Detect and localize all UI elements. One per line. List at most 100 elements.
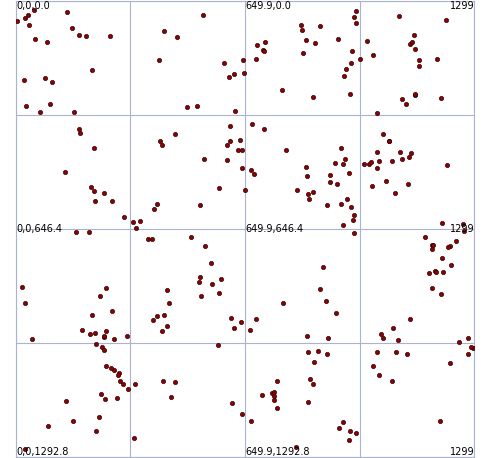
Point (453, 237, 461, 244)
Point (68, 24, 76, 31)
Point (41, 75, 49, 82)
Point (405, 153, 413, 160)
Point (350, 211, 358, 218)
Point (124, 385, 132, 393)
Text: 649.9,1292.8: 649.9,1292.8 (245, 447, 310, 457)
Point (373, 348, 381, 355)
Point (238, 410, 245, 417)
Point (247, 167, 255, 174)
Point (123, 333, 131, 340)
Point (279, 299, 287, 306)
Point (73, 228, 80, 235)
Point (252, 56, 260, 63)
Point (302, 37, 310, 44)
Point (318, 263, 326, 271)
Point (439, 269, 446, 276)
Point (369, 363, 377, 370)
Point (61, 169, 69, 176)
Point (36, 108, 44, 115)
Point (215, 341, 222, 348)
Point (410, 32, 417, 39)
Point (403, 350, 411, 357)
Point (347, 60, 355, 67)
Point (110, 367, 118, 374)
Point (352, 19, 360, 27)
Point (363, 37, 371, 44)
Point (421, 234, 429, 241)
Point (306, 375, 314, 382)
Point (305, 195, 313, 202)
Point (71, 109, 78, 116)
Point (228, 399, 236, 406)
Point (349, 230, 357, 237)
Point (411, 90, 419, 98)
Point (25, 21, 33, 28)
Point (345, 427, 353, 435)
Point (183, 104, 191, 111)
Point (464, 350, 471, 358)
Point (299, 49, 307, 57)
Point (246, 326, 254, 333)
Point (431, 267, 439, 274)
Point (293, 444, 300, 451)
Point (347, 203, 355, 210)
Point (404, 180, 412, 188)
Point (200, 156, 208, 163)
Point (106, 32, 114, 39)
Point (429, 241, 437, 249)
Point (160, 27, 168, 35)
Point (20, 76, 27, 83)
Point (340, 72, 347, 80)
Point (240, 69, 248, 76)
Point (87, 183, 95, 190)
Point (220, 60, 228, 67)
Text: 649.9,0.0: 649.9,0.0 (245, 1, 292, 11)
Point (316, 22, 324, 29)
Point (394, 336, 402, 344)
Point (150, 205, 158, 212)
Point (270, 388, 278, 396)
Point (338, 200, 345, 207)
Point (339, 221, 347, 229)
Point (310, 359, 318, 366)
Point (13, 18, 21, 25)
Point (28, 336, 36, 343)
Point (446, 360, 454, 367)
Point (365, 160, 372, 168)
Point (334, 36, 342, 43)
Point (361, 160, 368, 168)
Point (48, 78, 56, 85)
Point (460, 227, 468, 234)
Point (234, 147, 242, 154)
Point (350, 13, 358, 21)
Point (107, 364, 115, 371)
Point (222, 157, 230, 164)
Point (373, 164, 381, 172)
Point (69, 417, 76, 425)
Point (334, 180, 342, 187)
Point (316, 285, 324, 293)
Point (297, 26, 305, 33)
Point (101, 395, 109, 402)
Point (171, 378, 179, 386)
Point (324, 334, 332, 341)
Point (456, 338, 464, 346)
Point (76, 130, 84, 137)
Text: 0,0,646.4: 0,0,646.4 (16, 224, 62, 234)
Point (163, 322, 171, 329)
Point (98, 344, 106, 351)
Point (469, 344, 477, 351)
Point (78, 326, 86, 333)
Point (86, 331, 94, 338)
Point (303, 332, 311, 339)
Point (160, 311, 168, 319)
Point (24, 11, 31, 18)
Point (260, 125, 268, 133)
Point (302, 163, 310, 170)
Point (100, 189, 108, 196)
Point (402, 100, 410, 108)
Point (238, 147, 245, 154)
Point (345, 169, 353, 177)
Point (273, 404, 281, 412)
Point (196, 202, 204, 209)
